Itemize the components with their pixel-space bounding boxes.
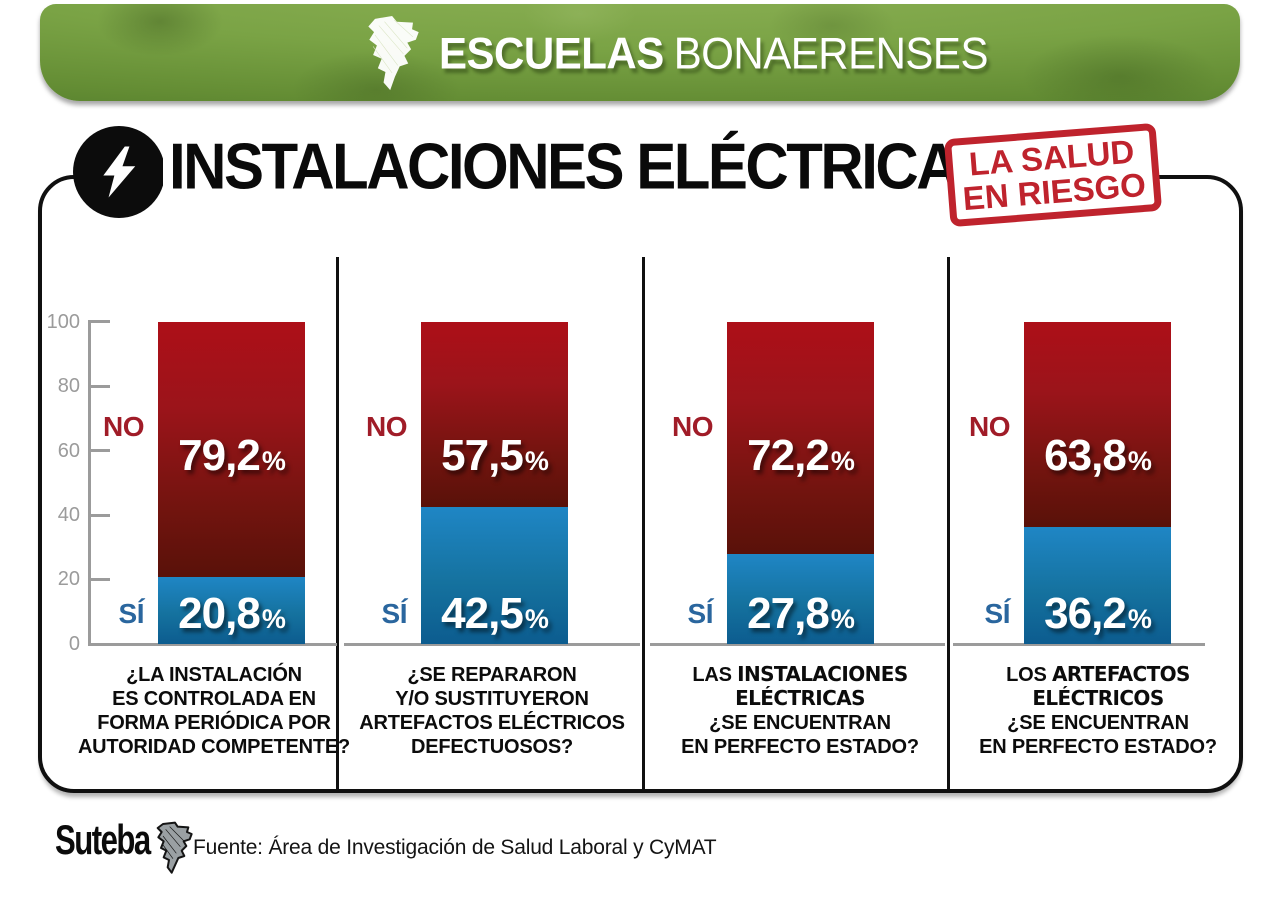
- stacked-bar: [158, 322, 305, 644]
- si-label: SÍ: [984, 598, 1011, 629]
- no-label: NO: [672, 411, 714, 442]
- no-percent-value: 63,8%: [1044, 431, 1152, 480]
- bar-segment-si: [727, 554, 874, 644]
- lightning-icon: [73, 126, 165, 218]
- bar-segment-no: [158, 322, 305, 578]
- question-text: LOS ARTEFACTOS ELÉCTRICOS ¿SE ENCUENTRAN…: [979, 662, 1217, 759]
- y-tick-label: 80: [57, 375, 80, 397]
- question-text: LAS INSTALACIONES ELÉCTRICAS ¿SE ENCUENT…: [681, 662, 919, 759]
- si-label: SÍ: [118, 598, 145, 629]
- suteba-map-icon: [156, 821, 193, 874]
- page-title: INSTALACIONES ELÉCTRICAS: [163, 130, 997, 202]
- y-tick-label: 0: [68, 633, 80, 655]
- buenos-aires-map-icon: [368, 16, 419, 91]
- no-label: NO: [969, 411, 1011, 442]
- bar-segment-no: [421, 322, 568, 508]
- no-label: NO: [366, 411, 408, 442]
- si-label: SÍ: [687, 598, 714, 629]
- column-divider: [642, 257, 645, 793]
- question-text: ¿SE REPARARON Y/O SUSTITUYERON ARTEFACTO…: [359, 664, 625, 758]
- x-baseline: [650, 643, 945, 646]
- x-baseline: [88, 643, 337, 646]
- y-tick: [88, 514, 110, 517]
- y-tick: [88, 578, 110, 581]
- risk-stamp: LA SALUD EN RIESGO: [943, 122, 1163, 228]
- suteba-logo: Suteba: [55, 818, 195, 876]
- bar-segment-si: [421, 507, 568, 644]
- y-tick-label: 40: [57, 504, 80, 526]
- brand-title: ESCUELAS BONAERENSES: [439, 29, 988, 79]
- y-tick: [88, 385, 110, 388]
- y-tick-label: 20: [57, 568, 80, 590]
- bar-segment-no: [727, 322, 874, 555]
- column-divider: [947, 257, 950, 793]
- no-percent-value: 72,2%: [747, 431, 855, 480]
- si-percent-value: 42,5%: [441, 589, 549, 638]
- column-divider: [336, 257, 339, 793]
- si-percent-value: 20,8%: [178, 589, 286, 638]
- no-label: NO: [103, 411, 145, 442]
- y-tick: [88, 449, 110, 452]
- no-percent-value: 79,2%: [178, 431, 286, 480]
- stacked-bar: [421, 322, 568, 644]
- si-percent-value: 36,2%: [1044, 589, 1152, 638]
- si-percent-value: 27,8%: [747, 589, 855, 638]
- stacked-bar: [1024, 322, 1171, 644]
- bar-segment-si: [158, 577, 305, 644]
- source-text: Fuente: Área de Investigación de Salud L…: [193, 836, 717, 859]
- x-baseline: [344, 643, 640, 646]
- no-percent-value: 57,5%: [441, 431, 549, 480]
- suteba-logo-text: Suteba: [55, 816, 151, 863]
- bar-segment-si: [1024, 527, 1171, 644]
- stacked-bar: [727, 322, 874, 644]
- brand-light: BONAERENSES: [673, 28, 989, 79]
- question-text: ¿LA INSTALACIÓN ES CONTROLADA EN FORMA P…: [77, 664, 351, 758]
- y-tick: [88, 320, 110, 323]
- si-label: SÍ: [381, 598, 408, 629]
- bar-segment-no: [1024, 322, 1171, 528]
- top-banner: ESCUELAS BONAERENSES: [40, 4, 1240, 101]
- y-tick-label: 100: [46, 311, 80, 333]
- y-tick-label: 60: [57, 440, 80, 462]
- y-axis: [88, 322, 91, 646]
- brand-block: ESCUELAS BONAERENSES: [365, 12, 988, 96]
- x-baseline: [953, 643, 1205, 646]
- brand-bold: ESCUELAS: [439, 28, 664, 79]
